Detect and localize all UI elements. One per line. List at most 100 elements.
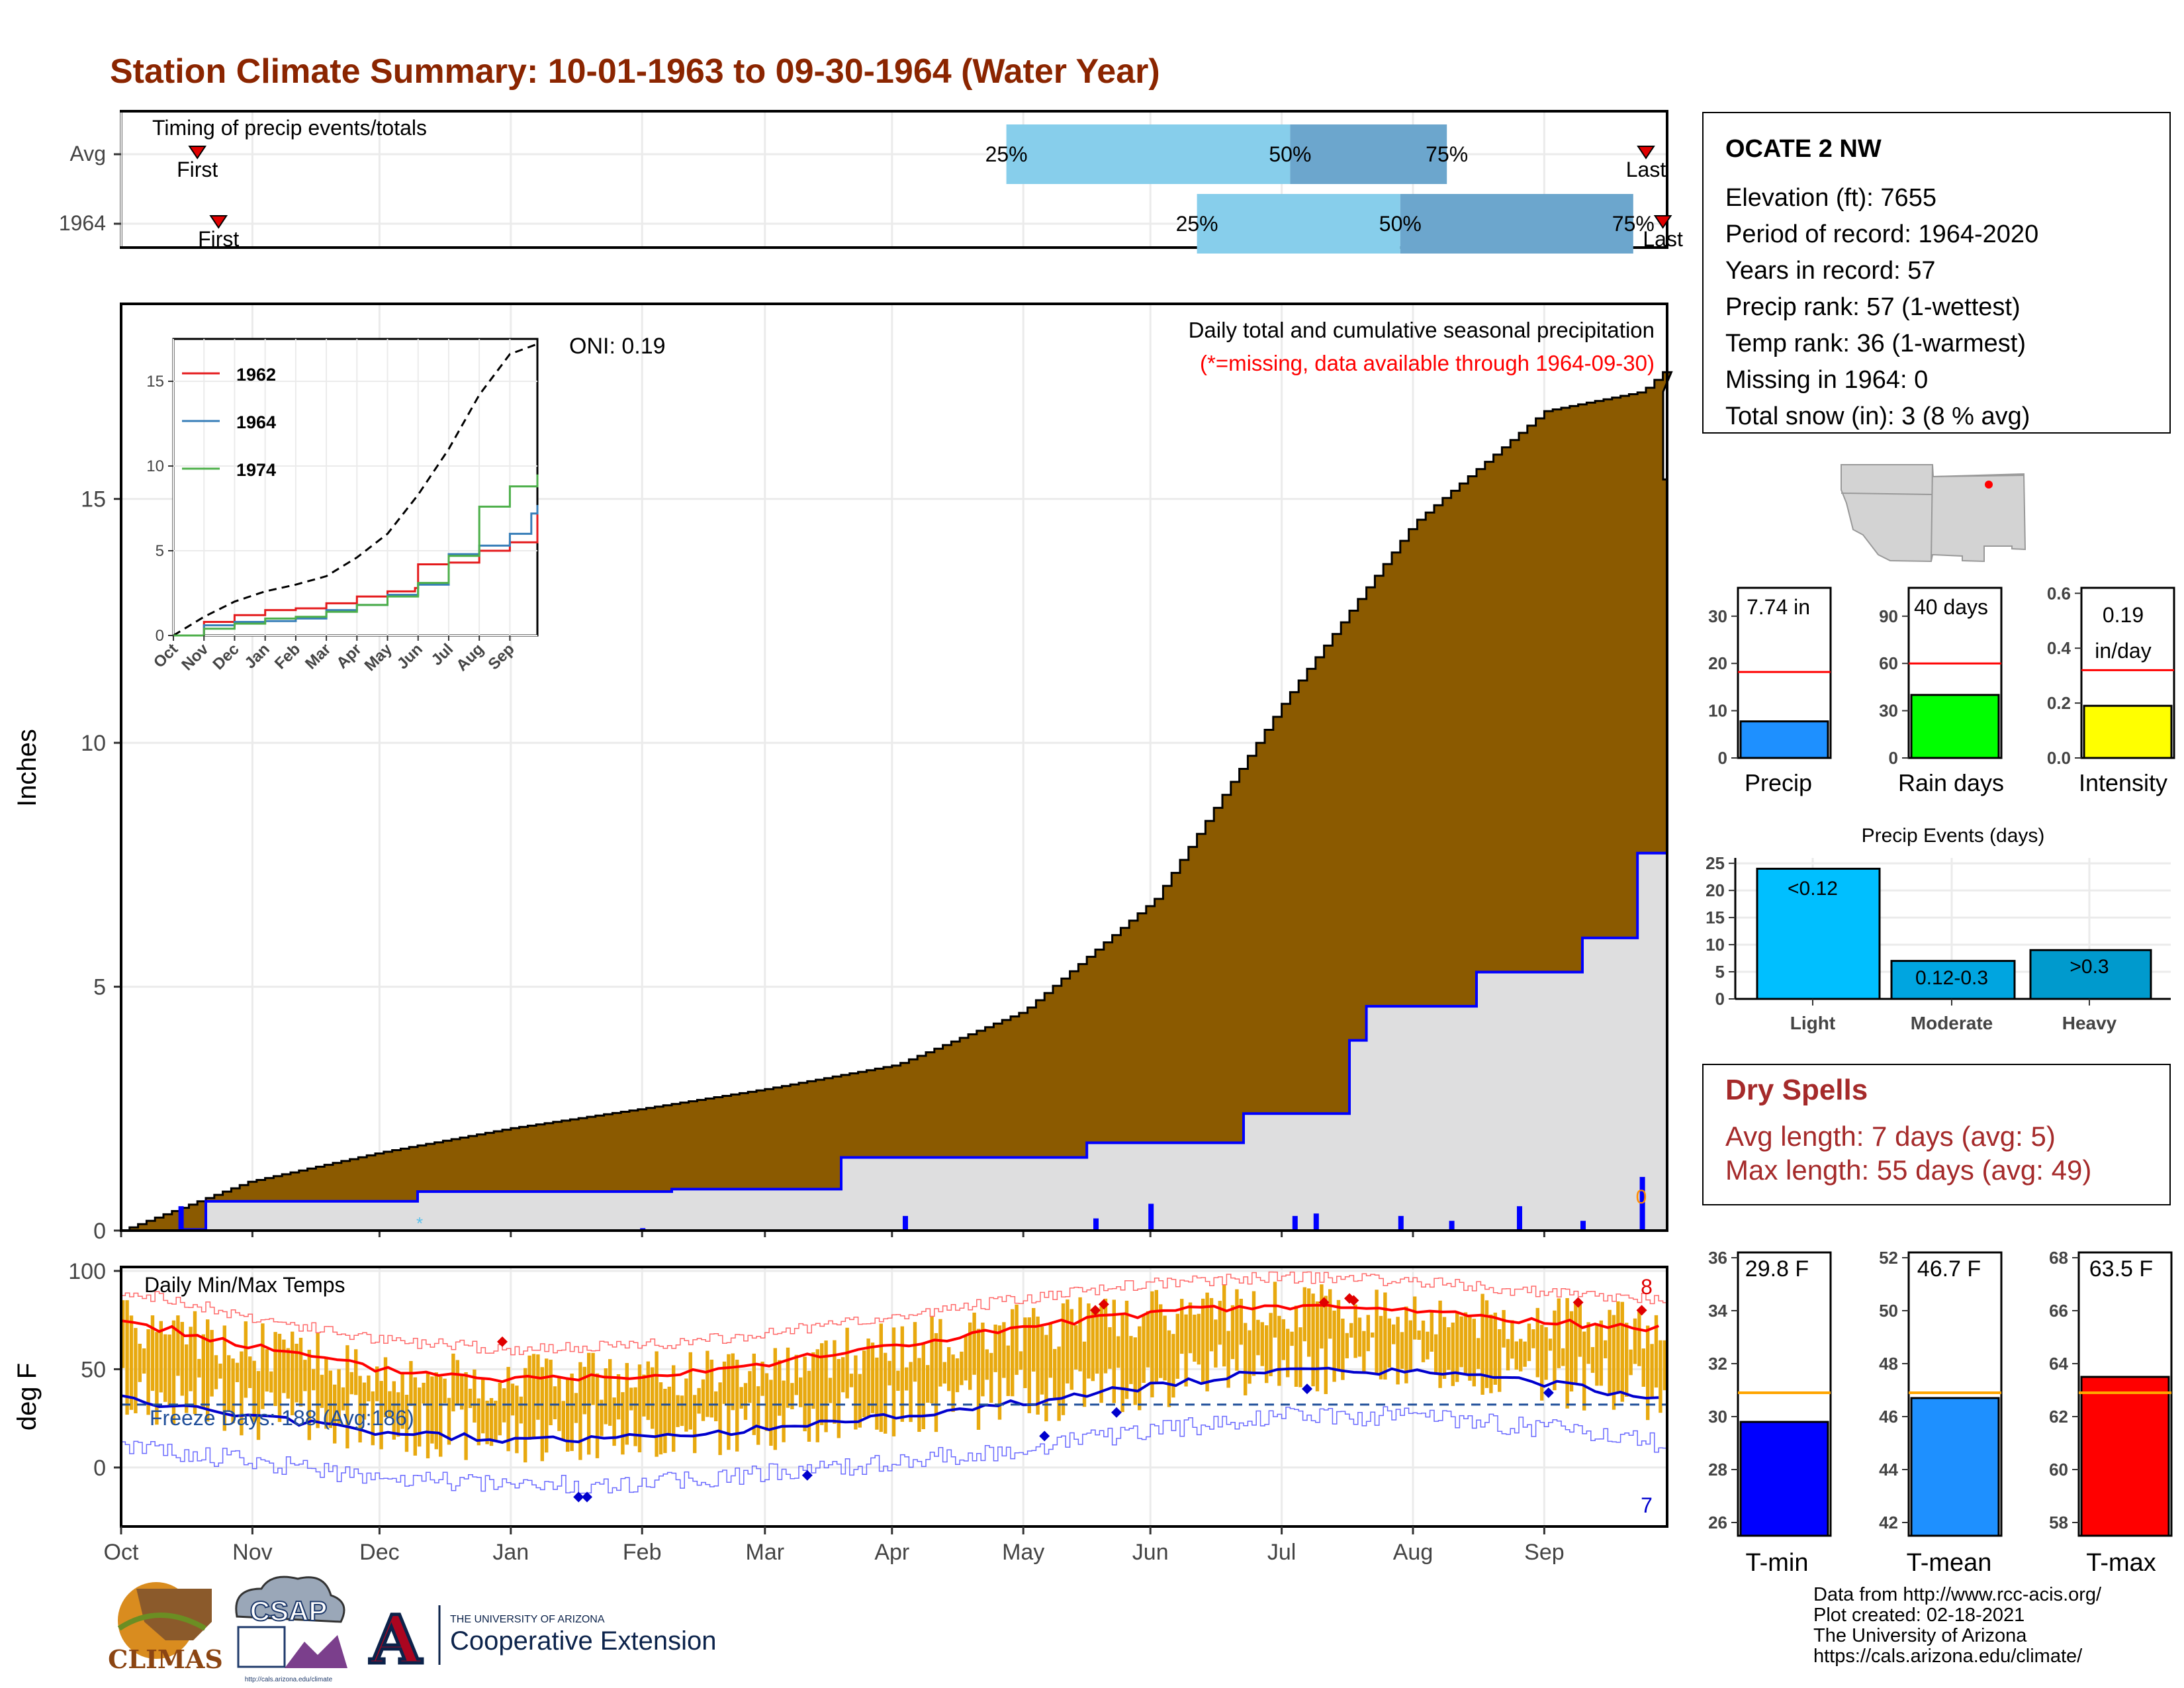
daily-temp-bar [261,1323,265,1409]
inset-x-tick-label: Oct [150,640,181,671]
temp-total-y-tick-label: 52 [1879,1248,1898,1268]
daily-temp-bar [244,1321,248,1398]
total-y-tick-label: 90 [1879,606,1898,626]
daily-temp-bar [811,1352,815,1409]
daily-temp-bar [1477,1338,1480,1370]
daily-temp-bar [1011,1309,1015,1397]
total-y-tick-label: 0.6 [2047,583,2071,603]
daily-temp-bar [976,1329,981,1430]
daily-temp-bar [489,1397,494,1446]
daily-temp-bar [413,1377,417,1456]
timing-pct-label: 25% [1176,212,1218,236]
daily-temp-bar [1336,1299,1341,1372]
daily-temp-bar [743,1383,748,1420]
first-event-marker [209,215,228,229]
record-low-marker [1039,1430,1050,1442]
temp-total-y-tick-label: 62 [2049,1407,2068,1427]
temp-total-y-tick-label: 34 [1708,1301,1727,1321]
daily-temp-bar [1248,1330,1251,1384]
daily-temp-bar [1120,1314,1124,1413]
daily-temp-bar [887,1360,891,1385]
daily-temp-bar [167,1335,171,1406]
daily-temp-bar [1260,1322,1264,1366]
daily-temp-bar [578,1362,582,1460]
daily-temp-bar [760,1361,764,1396]
daily-temp-bar [566,1379,570,1452]
daily-temp-bar [799,1377,803,1407]
daily-temp-bar [185,1344,189,1413]
daily-temp-bar [972,1312,976,1375]
year-cumulative-area [121,851,1668,1232]
daily-temp-bar [540,1367,544,1462]
precip-event-bar [2029,949,2152,1000]
inset-x-tick-label: Sep [484,640,518,673]
inset-y-tick-label: 10 [146,457,164,475]
daily-temp-bar [891,1327,896,1436]
timing-pct-label: 50% [1269,142,1311,166]
station-location-marker [1985,481,1993,489]
month-tick-label: Jul [1267,1540,1296,1565]
daily-temp-bar [845,1327,849,1399]
daily-temp-bar [1408,1320,1412,1372]
daily-temp-bar [536,1354,540,1420]
daily-temp-bar [1133,1337,1137,1405]
daily-temp-bar [324,1356,328,1429]
daily-temp-bar [1087,1303,1091,1379]
temp-total-y-tick-label: 58 [2049,1513,2068,1532]
daily-temp-bar [1379,1315,1383,1380]
daily-temp-bar [218,1363,222,1379]
daily-temp-bar [1404,1306,1408,1383]
daily-temp-bar [824,1340,828,1432]
daily-temp-bar [917,1358,921,1432]
tmin-label: T-min [1746,1549,1809,1577]
daily-temp-bar [1019,1351,1023,1370]
month-tick-label: Feb [623,1540,662,1565]
inset-x-tick-label: Jun [394,640,426,673]
inset-avg-line [173,343,538,637]
daily-temp-bar [367,1375,371,1401]
temp-total-bar [1910,1397,2000,1537]
daily-temp-bar [1392,1324,1396,1344]
daily-temp-bar [803,1356,807,1432]
timing-bar-50-75 [1400,194,1633,254]
record-low-marker [573,1491,584,1503]
daily-temp-bar [519,1396,523,1424]
daily-temp-bar [256,1371,261,1440]
events-y-tick-label: 0 [1715,989,1725,1009]
temp-total-y-tick-label: 66 [2049,1301,2068,1321]
daily-temp-bar [705,1350,709,1417]
daily-temp-bar [1235,1289,1239,1371]
event-category-light: Light [1790,1013,1835,1033]
daily-temp-bar [1535,1307,1539,1378]
daily-temp-bar [1548,1338,1553,1351]
daily-temp-bar [794,1354,798,1395]
timing-pct-label: 50% [1379,212,1422,236]
daily-temp-bar [1328,1289,1332,1339]
daily-temp-bar [1324,1295,1328,1394]
daily-temp-bar [621,1392,625,1455]
daily-temp-bar [1184,1314,1188,1387]
daily-temp-bar [1608,1309,1612,1396]
daily-temp-bar [1400,1332,1404,1369]
daily-temp-bar [1332,1310,1336,1382]
last-event-marker [1653,215,1672,229]
daily-temps-plot: 0 50 100 [68,1259,1667,1526]
daily-temp-bar [756,1386,760,1445]
daily-temp-bar [1286,1329,1290,1378]
daily-temp-bar [362,1382,367,1420]
daily-temp-bar [1154,1289,1158,1384]
events-y-tick-label: 20 [1706,880,1725,900]
daily-temps-label: Daily Min/Max Temps [144,1273,345,1297]
daily-temp-bar [222,1325,226,1431]
credits: Data from http://www.rcc-acis.org/ Plot … [1813,1584,2102,1667]
csap-logo: CSAP http://cals.arizona.edu/climate [235,1575,347,1683]
daily-temp-bar [1023,1317,1027,1388]
daily-temp-bar [1074,1325,1078,1370]
daily-temp-bar [1540,1325,1544,1401]
temp-total-y-tick-label: 36 [1708,1248,1727,1268]
daily-temp-bar [1112,1299,1116,1403]
daily-temp-bar [1442,1317,1447,1379]
inset-x-tick-label: Aug [453,640,487,675]
